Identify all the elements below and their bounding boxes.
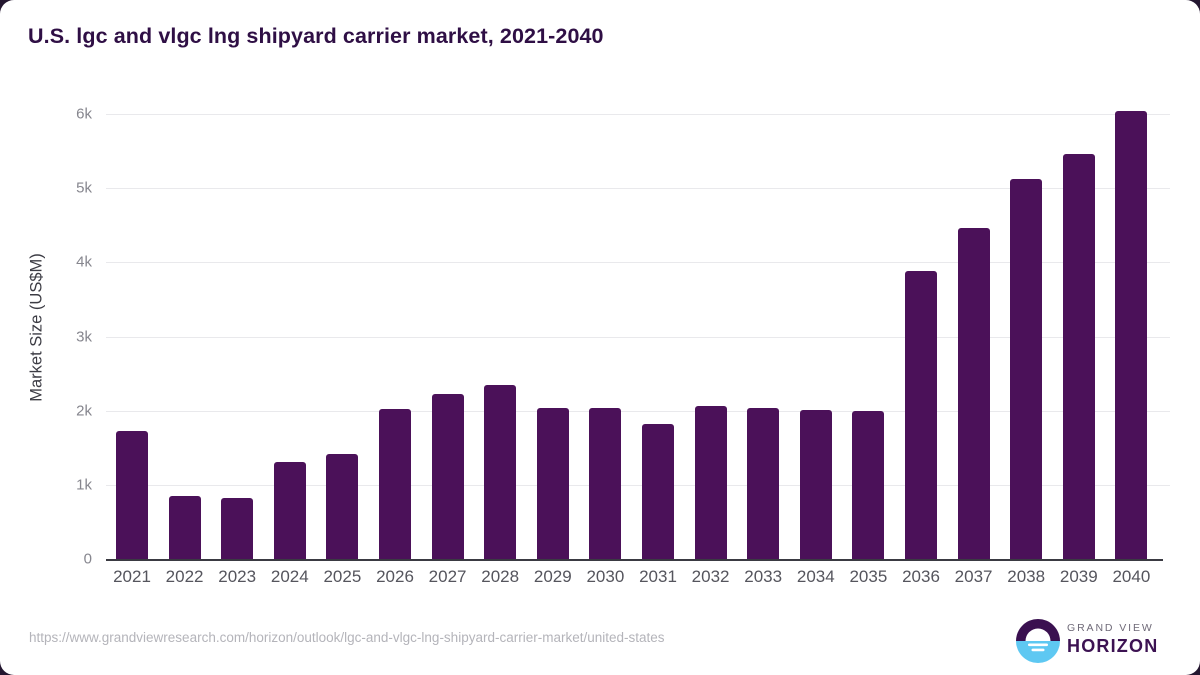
bar[interactable] xyxy=(168,495,201,559)
bar[interactable] xyxy=(221,498,254,559)
source-url[interactable]: https://www.grandviewresearch.com/horizo… xyxy=(29,630,665,645)
y-axis-tick-label: 4k xyxy=(76,253,92,271)
x-axis-tick-label: 2024 xyxy=(270,567,309,586)
bar[interactable] xyxy=(116,430,148,559)
y-axis-title: Market Size (US$M) xyxy=(27,253,46,402)
y-axis-tick-label: 3k xyxy=(76,328,92,345)
x-axis-tick-label: 2030 xyxy=(586,567,625,586)
bar[interactable] xyxy=(536,408,569,559)
x-axis-tick-label: 2036 xyxy=(902,567,940,586)
x-axis-line xyxy=(106,559,1163,561)
y-axis-tick-label: 1k xyxy=(76,476,92,494)
x-axis-tick-label: 2033 xyxy=(744,567,783,586)
gridline xyxy=(106,336,1170,338)
bar[interactable] xyxy=(1062,154,1095,559)
bar[interactable] xyxy=(273,461,306,559)
x-axis-tick-label: 2028 xyxy=(481,567,520,586)
y-axis-tick-labels: 0 1k 2k 3k 4k 5k 6k xyxy=(30,100,96,567)
x-axis-tick-labels: 2021 2022 2023 2024 2025 2026 2027 2028 2029 2030… xyxy=(106,567,1170,594)
bar[interactable] xyxy=(431,393,464,559)
gridline xyxy=(106,410,1170,412)
bar[interactable] xyxy=(589,408,622,559)
x-axis-tick-label: 2038 xyxy=(1007,567,1046,586)
bar[interactable] xyxy=(905,271,937,559)
bar[interactable] xyxy=(379,409,411,559)
x-axis-tick-label: 2037 xyxy=(954,567,993,586)
bar[interactable] xyxy=(957,228,990,559)
bar[interactable] xyxy=(1010,179,1043,559)
x-axis-tick-label: 2021 xyxy=(113,567,151,586)
bar[interactable] xyxy=(326,454,359,559)
x-axis-tick-label: 2035 xyxy=(849,567,888,586)
gridline xyxy=(106,262,1170,264)
y-axis-tick-label: 6k xyxy=(76,105,92,123)
x-axis-tick-label: 2026 xyxy=(376,567,414,586)
bar[interactable] xyxy=(747,407,780,559)
grand-view-horizon-logo[interactable]: GRAND VIEW HORIZON xyxy=(1015,618,1175,664)
y-axis-tick-label: 5k xyxy=(76,179,92,197)
logo-line-horizon: HORIZON xyxy=(1067,635,1159,656)
y-axis-tick-label: 2k xyxy=(76,402,92,420)
logo-wordmark: GRAND VIEW HORIZON xyxy=(1067,622,1158,656)
x-axis-tick-label: 2027 xyxy=(428,567,467,586)
horizon-circle-icon xyxy=(1016,619,1060,663)
plot-area xyxy=(106,100,1170,562)
x-axis-tick-label: 2039 xyxy=(1059,567,1098,586)
x-axis-tick-label: 2032 xyxy=(691,567,730,586)
x-axis-tick-label: 2029 xyxy=(533,567,572,586)
bar[interactable] xyxy=(694,406,727,559)
y-axis-tick-label: 0 xyxy=(83,550,92,568)
x-axis-tick-label: 2022 xyxy=(165,567,204,586)
x-axis-tick-label: 2023 xyxy=(218,567,257,586)
bar[interactable] xyxy=(484,385,517,559)
bar[interactable] xyxy=(799,409,832,559)
gridline xyxy=(106,484,1170,486)
logo-line-grand-view: GRAND VIEW xyxy=(1067,622,1154,634)
gridline xyxy=(106,114,1170,115)
x-axis-tick-label: 2034 xyxy=(796,567,835,586)
x-axis-tick-label: 2040 xyxy=(1112,567,1151,586)
page-title: U.S. lgc and vlgc lng shipyard carrier m… xyxy=(28,24,604,48)
gridline xyxy=(106,188,1170,190)
x-axis-tick-label: 2031 xyxy=(639,567,677,586)
bar[interactable] xyxy=(642,424,674,559)
bar[interactable] xyxy=(1115,111,1148,559)
bar[interactable] xyxy=(852,411,885,559)
x-axis-tick-label: 2025 xyxy=(323,567,362,586)
